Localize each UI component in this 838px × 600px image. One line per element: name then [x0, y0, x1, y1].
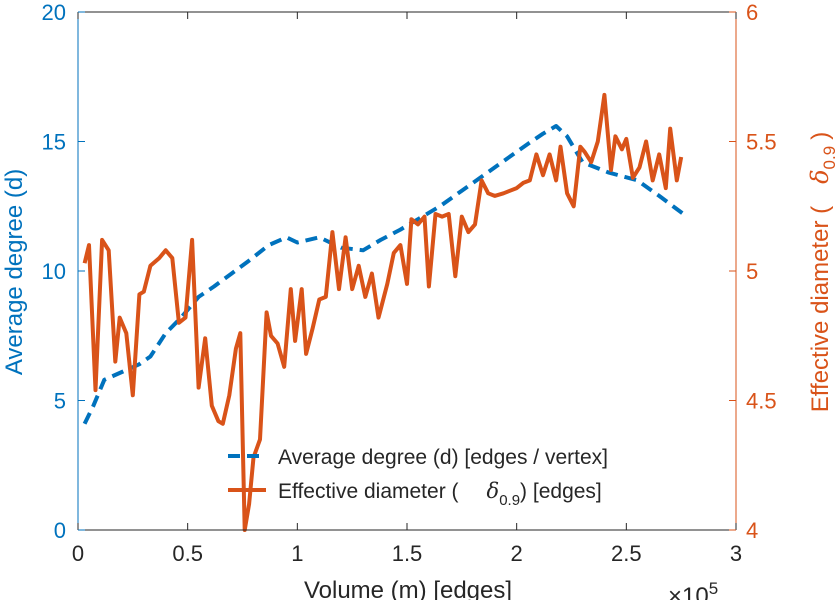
x-tick-label: 2.5: [611, 541, 642, 566]
y-right-tick-label: 4.5: [746, 389, 777, 414]
series-layer: [82, 92, 685, 532]
y-left-tick-label: 20: [42, 0, 66, 25]
y-left-tick-label: 10: [42, 259, 66, 284]
y-axis-right-label: Effective diameter ( δ0.9): [806, 132, 838, 412]
y-left-tick-label: 5: [54, 389, 66, 414]
y-left-tick-label: 15: [42, 130, 66, 155]
y-right-tick-label: 5: [746, 259, 758, 284]
series-line-effective-diameter: [82, 92, 684, 532]
x-multiplier: ×105: [668, 579, 718, 600]
legend-label-effective-diameter: Effective diameter ( δ0.9) [edges]: [278, 479, 602, 509]
legend-label-pre: Effective diameter (: [278, 480, 459, 503]
x-multiplier-base: ×10: [668, 583, 709, 600]
delta-symbol: δ: [806, 169, 834, 183]
x-tick-label: 0.5: [172, 541, 203, 566]
legend-label-average-degree: Average degree (d) [edges / vertex]: [278, 446, 608, 469]
legend: Average degree (d) [edges / vertex] Effe…: [228, 446, 608, 509]
y-right-tick-label: 6: [746, 0, 758, 25]
y-right-tick-label: 4: [746, 518, 758, 543]
y-axis-left-label: Average degree (d): [1, 169, 28, 375]
delta-subscript: 0.9: [820, 146, 838, 170]
x-axis-label: Volume (m) [edges]: [304, 577, 512, 600]
legend-delta-subscript: 0.9: [499, 492, 520, 509]
series-line-average-degree: [82, 124, 685, 425]
legend-delta-symbol: δ: [487, 479, 500, 503]
y-axis-right-label-close: ): [807, 132, 834, 140]
y-right-tick-label: 5.5: [746, 130, 777, 155]
y-left-tick-label: 0: [54, 518, 66, 543]
axes-layer: 0 0.5 1 1.5 2 2.5 3 0 5 10 15 20 4 4.5 5 5.5 6: [42, 0, 777, 566]
x-tick-label: 2: [511, 541, 523, 566]
y-axis-right-label-text: Effective diameter (: [807, 206, 834, 412]
x-tick-label: 0: [72, 541, 84, 566]
x-multiplier-exponent: 5: [709, 579, 718, 598]
x-tick-label: 3: [730, 541, 742, 566]
x-tick-label: 1.5: [392, 541, 423, 566]
legend-label-post: ) [edges]: [520, 480, 602, 503]
x-tick-label: 1: [291, 541, 303, 566]
